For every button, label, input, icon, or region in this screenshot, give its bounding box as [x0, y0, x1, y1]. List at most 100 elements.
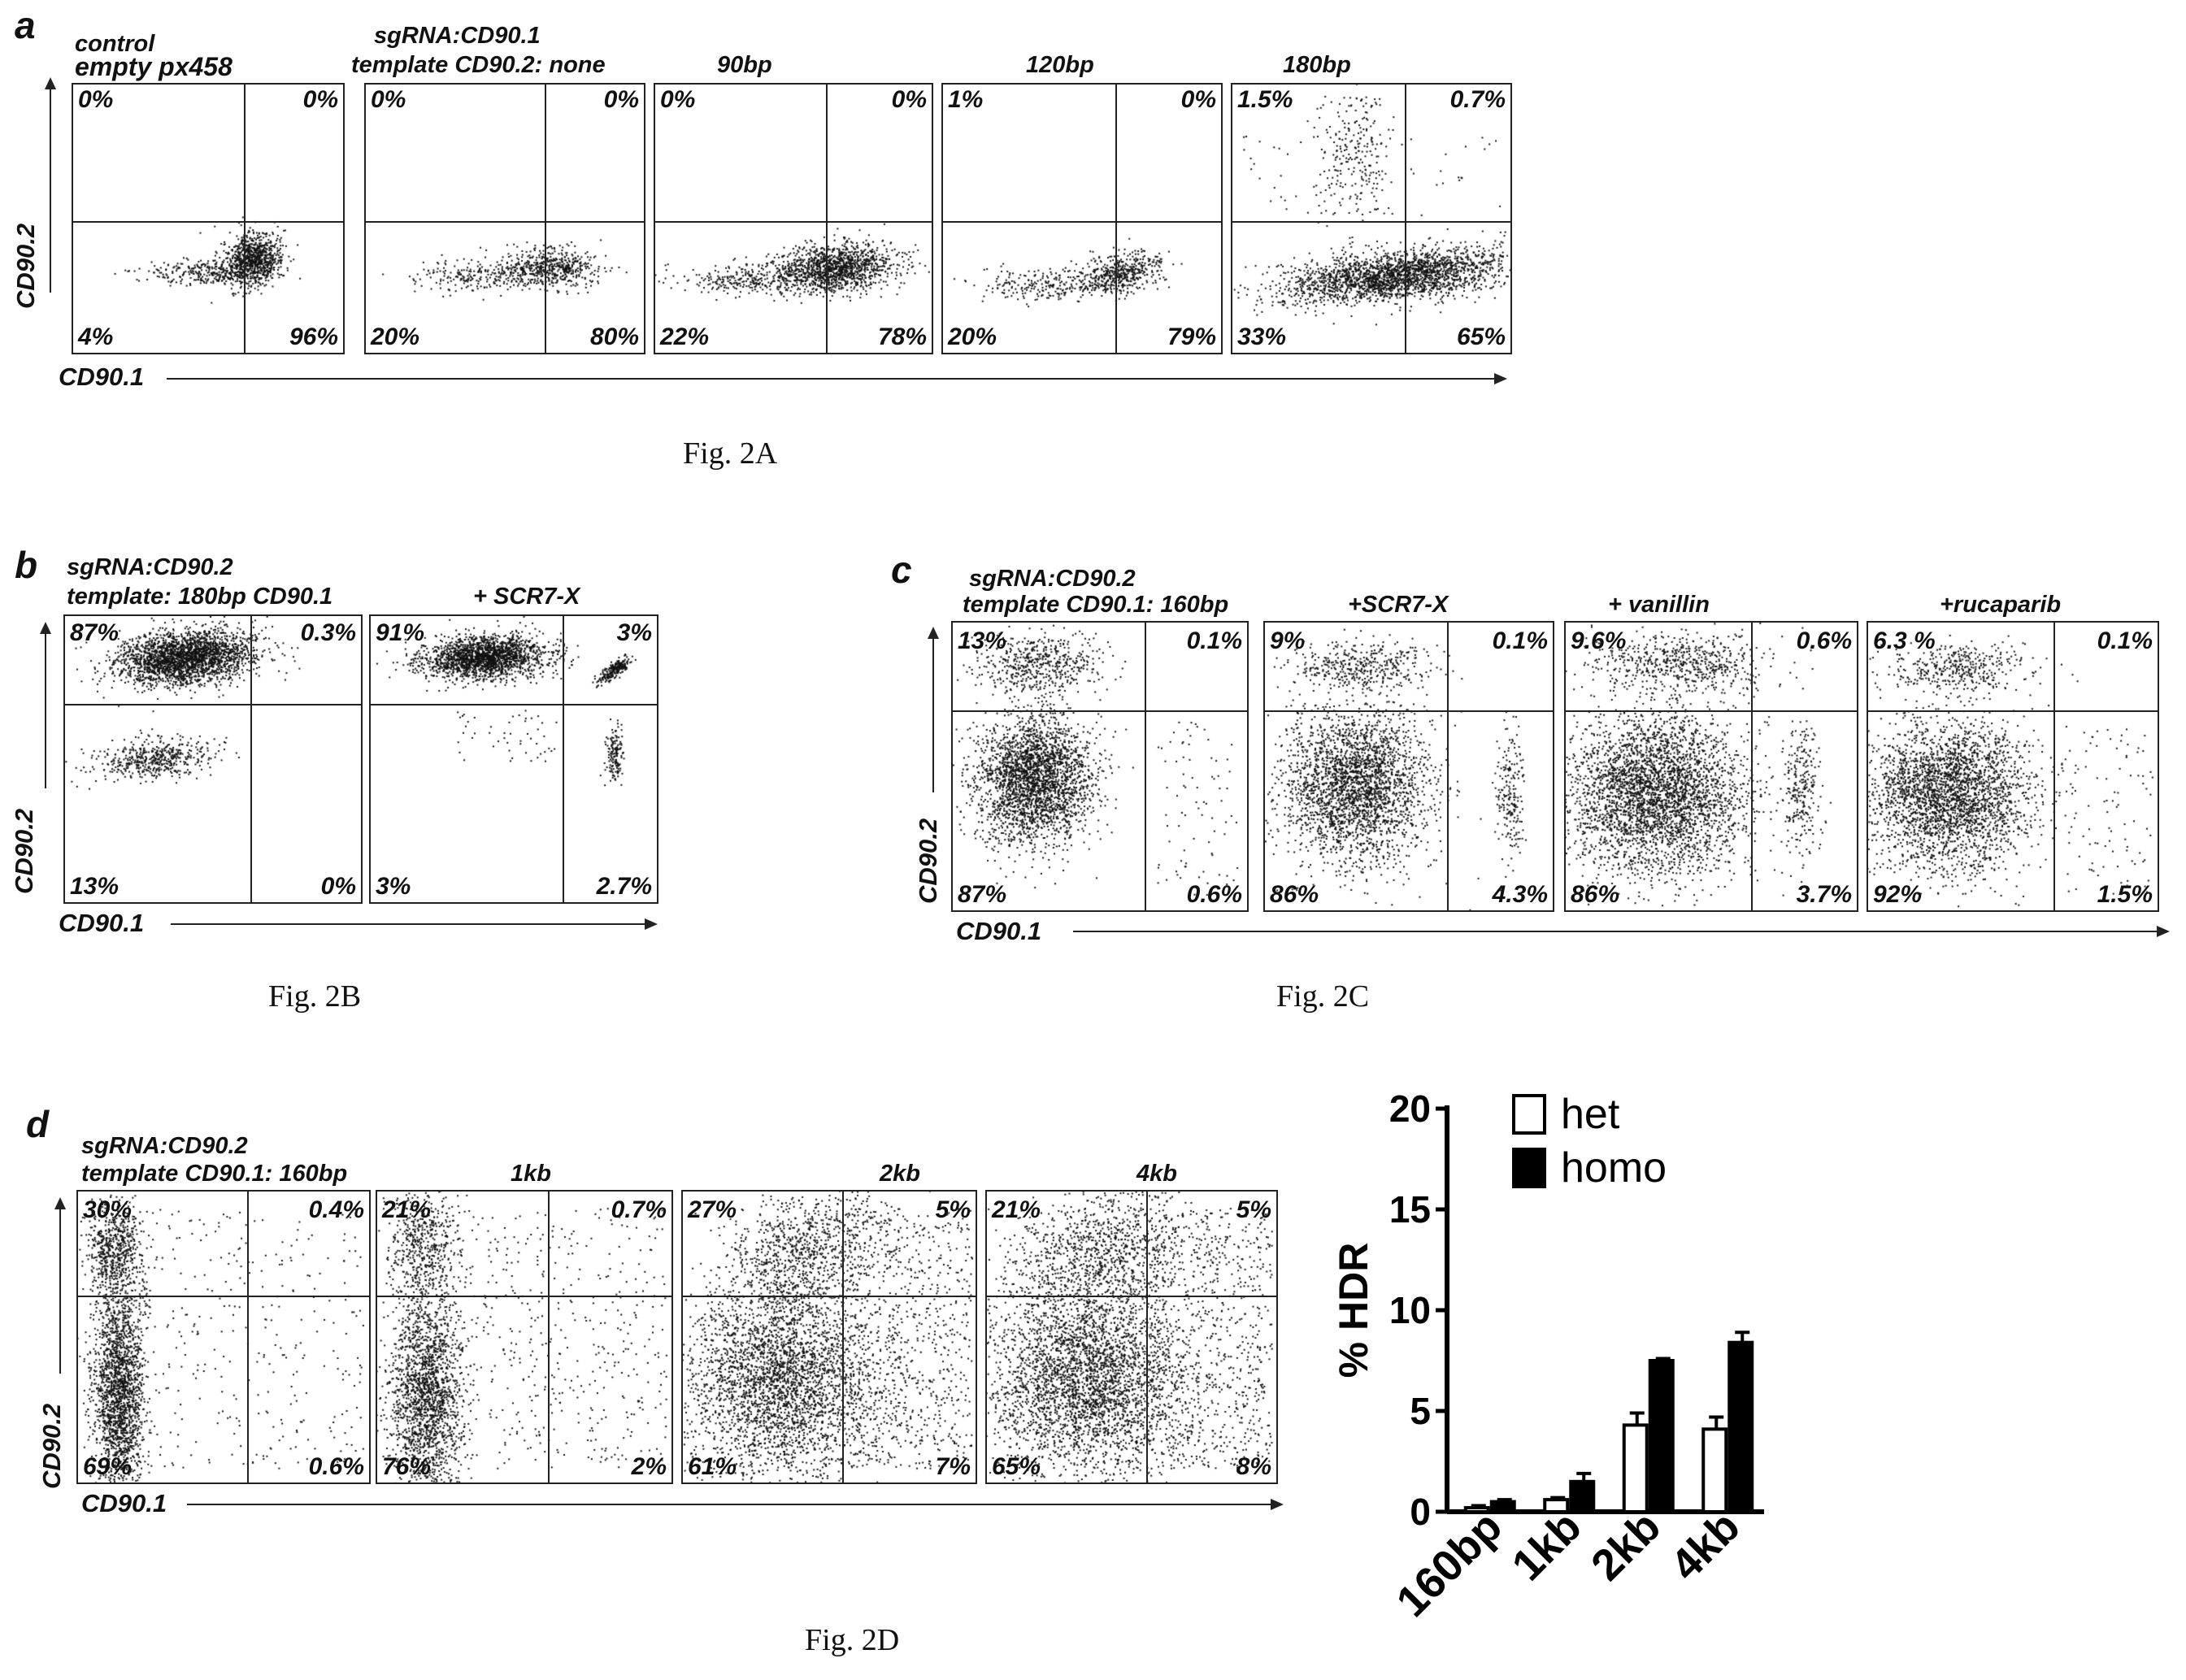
quadrant-upper-left-percent: 1% — [948, 86, 984, 113]
bar-het-1kb — [1543, 1498, 1570, 1513]
quadrant-lower-right-percent: 65% — [1456, 323, 1506, 350]
panel-a-flow-plot-2: 0% 0% 20% 80% — [364, 83, 645, 354]
quadrant-lower-left-percent: 87% — [958, 881, 1007, 908]
quadrant-lower-right-percent: 80% — [589, 323, 639, 350]
panel-c-axis-arrows — [928, 627, 2170, 937]
legend-label-homo: homo — [1561, 1144, 1667, 1192]
quadrant-lower-left-percent: 76% — [382, 1453, 432, 1480]
quadrant-upper-left-percent: 21% — [992, 1196, 1041, 1223]
quadrant-upper-left-percent: 0% — [371, 86, 406, 113]
y-tick-label: 5 — [1410, 1390, 1431, 1432]
panel-b-plot-1-header-line-2: template: 180bp CD90.1 — [67, 584, 333, 610]
quadrant-upper-left-percent: 91% — [376, 619, 425, 646]
quadrant-lower-left-percent: 69% — [83, 1453, 133, 1480]
quadrant-lower-right-percent: 2.7% — [596, 873, 652, 900]
quadrant-upper-right-percent: 0.7% — [1449, 86, 1506, 113]
quadrant-lower-right-percent: 7% — [935, 1453, 971, 1480]
quadrant-upper-right-percent: 0.3% — [300, 619, 356, 646]
quadrant-gate-horizontal — [1232, 221, 1510, 223]
panel-c-plot-1-header-line-1: sgRNA:CD90.2 — [969, 566, 1136, 592]
quadrant-gate-horizontal — [987, 1296, 1276, 1297]
panel-d-letter: d — [26, 1103, 50, 1145]
panel-a-plot-5-header: 180bp — [1283, 52, 1351, 78]
quadrant-gate-vertical — [244, 85, 246, 353]
quadrant-gate-vertical — [1145, 623, 1146, 910]
panel-d-caption: Fig. 2D — [805, 1623, 900, 1657]
quadrant-upper-right-percent: 0.1% — [1492, 627, 1548, 654]
panel-a-flow-plot-5: 1.5% 0.7% 33% 65% — [1231, 83, 1512, 354]
panel-b-plot-1-header-line-1: sgRNA:CD90.2 — [67, 554, 233, 580]
quadrant-gate-horizontal — [78, 1296, 369, 1297]
bar-homo-2kb — [1648, 1359, 1675, 1513]
quadrant-gate-vertical — [2053, 623, 2055, 910]
panel-a-plot-1-header-line-2: empty px458 — [75, 52, 233, 81]
panel-b-flow-plot-2: 91% 3% 3% 2.7% — [369, 614, 658, 904]
quadrant-upper-left-percent: 27% — [688, 1196, 737, 1223]
panel-d-plot-4-header: 4kb — [1136, 1161, 1177, 1187]
panel-d-axis-arrows — [54, 1197, 1284, 1510]
quadrant-lower-left-percent: 86% — [1270, 881, 1319, 908]
quadrant-gate-vertical — [1405, 85, 1406, 353]
panel-d-flow-plot-1: 30% 0.4% 69% 0.6% — [76, 1190, 371, 1484]
quadrant-upper-left-percent: 13% — [958, 627, 1007, 654]
quadrant-lower-right-percent: 96% — [289, 323, 338, 350]
quadrant-lower-left-percent: 4% — [78, 323, 114, 350]
panel-c-flow-plot-2: 9% 0.1% 86% 4.3% — [1263, 621, 1554, 912]
panel-b-axis-arrows — [40, 622, 658, 930]
panel-a-plot-2-header-line-2: template CD90.2: none — [351, 52, 606, 78]
quadrant-gate-horizontal — [1868, 710, 2158, 712]
bar-homo-1kb — [1569, 1479, 1596, 1513]
panel-c-plot-3-header: + vanillin — [1608, 592, 1710, 618]
quadrant-upper-right-percent: 3% — [616, 619, 652, 646]
quadrant-lower-right-percent: 1.5% — [2097, 881, 2153, 908]
bar-homo-160bp — [1489, 1500, 1516, 1513]
quadrant-upper-left-percent: 9.6% — [1571, 627, 1627, 654]
panel-d-flow-plot-4: 21% 5% 65% 8% — [985, 1190, 1278, 1484]
panel-d-flow-plot-3: 27% 5% 61% 7% — [681, 1190, 977, 1484]
quadrant-upper-left-percent: 87% — [70, 619, 120, 646]
quadrant-gate-horizontal — [655, 221, 932, 223]
panel-b-flow-plot-1: 87% 0.3% 13% 0% — [63, 614, 363, 904]
panel-c-flow-plot-3: 9.6% 0.6% 86% 3.7% — [1564, 621, 1858, 912]
legend-label-het: het — [1561, 1091, 1620, 1138]
panel-b-plot-2-header: + SCR7-X — [473, 584, 580, 610]
panel-d-plot-3-header: 2kb — [880, 1161, 920, 1187]
quadrant-lower-right-percent: 2% — [631, 1453, 667, 1480]
quadrant-gate-vertical — [563, 616, 564, 902]
quadrant-upper-left-percent: 21% — [382, 1196, 432, 1223]
quadrant-upper-right-percent: 0.1% — [1186, 627, 1242, 654]
panel-a-caption: Fig. 2A — [683, 436, 778, 471]
panel-b-x-axis-label: CD90.1 — [59, 909, 145, 937]
quadrant-upper-right-percent: 0% — [603, 86, 639, 113]
panel-c-x-axis-label: CD90.1 — [956, 917, 1042, 945]
quadrant-gate-vertical — [247, 1192, 249, 1482]
quadrant-upper-left-percent: 9% — [1270, 627, 1306, 654]
quadrant-upper-right-percent: 0.1% — [2097, 627, 2153, 654]
quadrant-lower-right-percent: 78% — [877, 323, 927, 350]
panel-d-plot-2-header: 1kb — [511, 1161, 551, 1187]
y-tick-label: 15 — [1389, 1188, 1431, 1231]
panel-d-flow-plot-2: 21% 0.7% 76% 2% — [376, 1190, 673, 1484]
panel-d-x-axis-label: CD90.1 — [81, 1489, 167, 1517]
quadrant-upper-left-percent: 0% — [660, 86, 696, 113]
quadrant-gate-vertical — [1115, 85, 1117, 353]
panel-c-flow-plot-4: 6.3 % 0.1% 92% 1.5% — [1867, 621, 2159, 912]
panel-c-plot-2-header: +SCR7-X — [1348, 592, 1449, 618]
quadrant-lower-left-percent: 3% — [376, 873, 411, 900]
quadrant-lower-right-percent: 4.3% — [1492, 881, 1548, 908]
y-tick-label: 20 — [1389, 1087, 1431, 1130]
quadrant-gate-vertical — [545, 85, 546, 353]
quadrant-lower-left-percent: 22% — [660, 323, 710, 350]
quadrant-upper-right-percent: 0% — [891, 86, 927, 113]
panel-a-letter: a — [15, 4, 36, 46]
quadrant-gate-vertical — [548, 1192, 550, 1482]
panel-c-plot-4-header: +rucaparib — [1940, 592, 2062, 618]
panel-b-caption: Fig. 2B — [268, 979, 362, 1014]
quadrant-upper-left-percent: 1.5% — [1237, 86, 1293, 113]
bar-het-2kb — [1622, 1423, 1649, 1513]
x-tick-label: 1kb — [1503, 1502, 1591, 1590]
quadrant-upper-left-percent: 6.3 % — [1873, 627, 1936, 654]
quadrant-gate-horizontal — [683, 1296, 976, 1297]
quadrant-lower-left-percent: 33% — [1237, 323, 1287, 350]
